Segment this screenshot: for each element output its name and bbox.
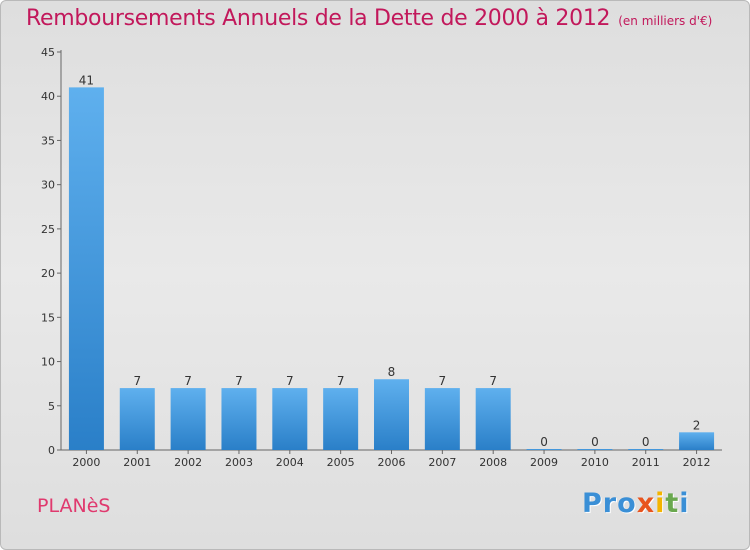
bar-value-label: 0	[642, 435, 650, 449]
x-tick-label: 2009	[530, 456, 558, 469]
bar-value-label: 7	[235, 374, 243, 388]
bar	[119, 388, 155, 450]
y-tick-label: 35	[41, 134, 55, 147]
bar	[526, 449, 562, 450]
x-tick-label: 2012	[683, 456, 711, 469]
x-tick-label: 2011	[632, 456, 660, 469]
x-tick-label: 2000	[72, 456, 100, 469]
bar	[424, 388, 460, 450]
bar-value-label: 7	[489, 374, 497, 388]
bar	[170, 388, 206, 450]
x-tick-label: 2004	[276, 456, 304, 469]
logo-letter: t	[665, 488, 680, 519]
y-tick-label: 25	[41, 223, 55, 236]
y-tick-label: 30	[41, 179, 55, 192]
bar	[475, 388, 511, 450]
bar-value-label: 7	[133, 374, 141, 388]
bar-value-label: 7	[439, 374, 447, 388]
bar-value-label: 7	[286, 374, 294, 388]
bar-value-label: 2	[693, 418, 701, 432]
x-tick-label: 2006	[378, 456, 406, 469]
chart-unit: (en milliers d'€)	[618, 14, 713, 28]
commune-name: PLANèS	[37, 495, 111, 517]
bar-value-label: 7	[337, 374, 345, 388]
bar	[628, 449, 664, 450]
y-tick-label: 40	[41, 90, 55, 103]
proxiti-logo: Proxiti	[582, 488, 690, 519]
bar-value-label: 41	[79, 73, 94, 87]
y-tick-label: 0	[48, 444, 55, 457]
x-tick-label: 2008	[479, 456, 507, 469]
bar-value-label: 0	[591, 435, 599, 449]
logo-letter: i	[679, 488, 690, 519]
bar	[221, 388, 257, 450]
y-tick-label: 20	[41, 267, 55, 280]
bars	[68, 87, 715, 450]
x-tick-label: 2007	[428, 456, 456, 469]
logo-letter: o	[617, 488, 637, 519]
logo-letter: P	[582, 488, 603, 519]
y-tick-label: 15	[41, 311, 55, 324]
logo-letter: i	[655, 488, 666, 519]
bar	[272, 388, 308, 450]
x-tick-label: 2003	[225, 456, 253, 469]
bar	[68, 87, 104, 450]
bar-value-label: 8	[388, 365, 396, 379]
value-labels: 41 7 7 7 7 7 8 7 7 0 0 0 2	[79, 73, 701, 449]
bar-value-label: 0	[540, 435, 548, 449]
bar	[679, 432, 715, 450]
x-tick-label: 2005	[327, 456, 355, 469]
logo-letter: x	[636, 488, 656, 519]
bar	[374, 379, 409, 450]
y-tick-label: 10	[41, 356, 55, 369]
logo-letter: r	[602, 488, 618, 519]
bar-value-label: 7	[184, 374, 192, 388]
y-tick-label: 5	[48, 400, 55, 413]
chart-title: Remboursements Annuels de la Dette de 20…	[26, 6, 712, 31]
bar	[577, 449, 613, 450]
bar	[323, 388, 359, 450]
x-tick-label: 2010	[581, 456, 609, 469]
chart-title-text: Remboursements Annuels de la Dette de 20…	[26, 6, 611, 31]
y-tick-label: 45	[41, 46, 55, 59]
x-tick-label: 2001	[123, 456, 151, 469]
x-tick-label: 2002	[174, 456, 202, 469]
